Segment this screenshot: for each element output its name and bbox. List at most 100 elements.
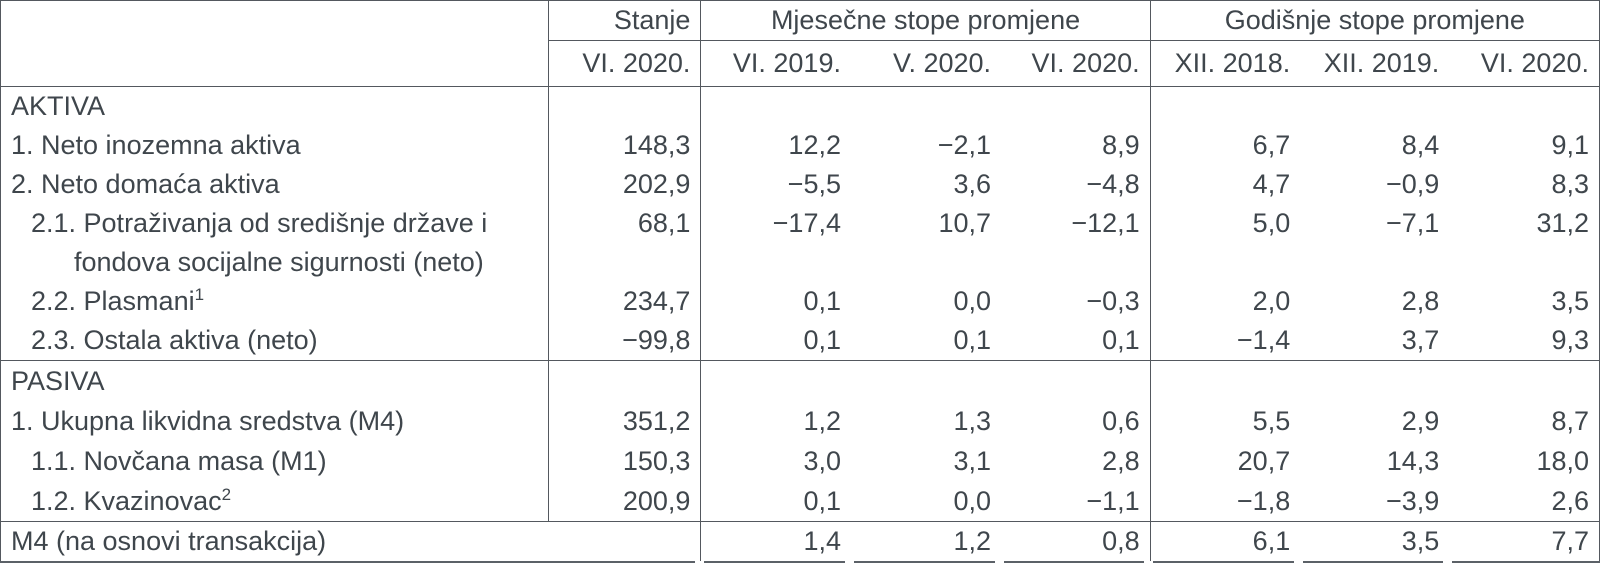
value-cell: 10,7 <box>938 208 992 238</box>
value-cell: −12,1 <box>1001 204 1151 282</box>
value-cell: 7,7 <box>1449 521 1600 561</box>
row-label: 1. Ukupna likvidna sredstva (M4) <box>0 401 550 441</box>
value-cell: 4,7 <box>1252 169 1291 199</box>
row-label: 1.2. Kvazinovac2 <box>0 481 550 522</box>
col-header-monthly-v-2020: V. 2020. <box>850 40 1002 87</box>
section-label: AKTIVA <box>0 86 550 126</box>
row-label: 2.2. Plasmani1 <box>0 282 550 321</box>
stub-header-cell <box>0 0 550 87</box>
value-cell: 0,1 <box>803 286 841 316</box>
section-label: PASIVA <box>0 360 550 401</box>
table-body: AKTIVA 1. Neto inozemna aktiva 148,3 12,… <box>0 86 1600 561</box>
value-cell: 2,9 <box>1401 406 1440 436</box>
value-cell: 1,2 <box>850 521 1002 561</box>
footnote-marker: 1 <box>194 285 205 304</box>
value-cell <box>850 360 1002 401</box>
value-cell: 1,2 <box>803 406 841 436</box>
value-cell: 8,9 <box>1001 126 1151 165</box>
value-cell: 68,1 <box>548 204 702 282</box>
border-segment <box>704 561 845 563</box>
row-label: 2.1. Potraživanja od središnje države i … <box>0 204 550 282</box>
value-cell: −4,8 <box>1001 165 1151 204</box>
border-segment <box>0 561 695 563</box>
footnote-marker: 2 <box>221 485 232 504</box>
row-ostala-aktiva: 2.3. Ostala aktiva (neto) −99,8 0,1 0,1 … <box>0 321 1600 361</box>
value-cell <box>1001 86 1151 126</box>
value-cell: 3,0 <box>803 446 841 476</box>
value-cell <box>851 87 1001 127</box>
value-cell: 5,5 <box>1252 406 1291 436</box>
value-cell: 31,2 <box>1536 208 1589 238</box>
value-cell: 148,3 <box>548 126 702 165</box>
row-m4-transakcije: M4 (na osnovi transakcija) 1,4 1,2 0,8 6… <box>0 521 1600 561</box>
value-cell <box>548 86 702 126</box>
value-cell: 18,0 <box>1536 446 1589 476</box>
col-header-annual-xii-2018: XII. 2018. <box>1150 40 1301 87</box>
row-pasiva: PASIVA <box>0 360 1600 401</box>
row-neto-inozemna-aktiva: 1. Neto inozemna aktiva 148,3 12,2 −2,1 … <box>0 126 1600 165</box>
col-group-stanje: Stanje <box>548 0 702 41</box>
value-cell: 9,1 <box>1551 130 1589 160</box>
value-cell <box>700 360 851 401</box>
value-cell: 6,7 <box>1252 130 1291 160</box>
value-cell: 0,1 <box>803 325 841 355</box>
value-cell: 0,1 <box>1001 321 1151 361</box>
value-cell <box>1150 360 1301 401</box>
value-cell <box>1449 87 1599 127</box>
value-cell: 150,3 <box>548 441 702 481</box>
row-label: M4 (na osnovi transakcija) <box>0 521 702 561</box>
row-novcana-masa-m1: 1.1. Novčana masa (M1) 150,3 3,0 3,1 2,8… <box>0 441 1600 481</box>
value-cell: −1,1 <box>1001 481 1151 522</box>
value-cell <box>1300 87 1449 127</box>
col-header-annual-xii-2019: XII. 2019. <box>1300 40 1450 87</box>
col-group-annual-rates: Godišnje stope promjene <box>1150 0 1600 41</box>
value-cell: 2,6 <box>1551 486 1589 516</box>
row-label-text: 2.2. Plasmani <box>31 286 195 316</box>
value-cell: 0,0 <box>953 486 992 516</box>
value-cell: −99,8 <box>548 321 702 361</box>
value-cell: 2,0 <box>1252 286 1291 316</box>
value-cell: 0,8 <box>1001 521 1151 561</box>
row-ukupna-likvidna-sredstva-m4: 1. Ukupna likvidna sredstva (M4) 351,2 1… <box>0 401 1600 441</box>
row-label: 1.1. Novčana masa (M1) <box>0 441 550 481</box>
value-cell: −17,4 <box>772 208 841 238</box>
value-cell: 351,2 <box>548 401 702 441</box>
row-label: 1. Neto inozemna aktiva <box>0 126 550 165</box>
value-cell: 1,4 <box>700 521 851 561</box>
value-cell <box>548 360 702 401</box>
value-cell <box>701 87 851 127</box>
value-cell: 2,8 <box>1001 441 1151 481</box>
value-cell: −1,4 <box>1236 325 1291 355</box>
value-cell: −5,5 <box>787 169 841 199</box>
value-cell: 0,1 <box>953 325 992 355</box>
header-subrow: VI. 2020. VI. 2019. V. 2020. VI. 2020. X… <box>1 40 1600 87</box>
value-cell: 3,7 <box>1401 325 1440 355</box>
row-label-text: 1.2. Kvazinovac <box>31 486 222 516</box>
row-label: 2.3. Ostala aktiva (neto) <box>0 321 550 361</box>
value-cell: 200,9 <box>548 481 702 522</box>
header-group-row: Stanje Mjesečne stope promjene Godišnje … <box>0 0 1600 87</box>
table-header: Stanje Mjesečne stope promjene Godišnje … <box>0 0 1600 87</box>
col-header-monthly-vi-2019: VI. 2019. <box>700 40 851 87</box>
row-potrazivanja-sredisnja-drzava: 2.1. Potraživanja od središnje države i … <box>0 204 1600 282</box>
col-group-monthly-rates: Mjesečne stope promjene <box>700 0 1151 41</box>
border-segment <box>1004 561 1144 563</box>
value-cell: −3,9 <box>1385 486 1440 516</box>
value-cell: 20,7 <box>1237 446 1291 476</box>
value-cell: 3,1 <box>953 446 992 476</box>
value-cell <box>1001 360 1151 401</box>
value-cell: 8,3 <box>1551 169 1589 199</box>
col-header-stanje-vi-2020: VI. 2020. <box>548 40 702 87</box>
col-header-annual-vi-2020: VI. 2020. <box>1449 40 1600 87</box>
col-header-monthly-vi-2020: VI. 2020. <box>1001 40 1151 87</box>
value-cell: −0,3 <box>1001 282 1151 321</box>
value-cell: −0,9 <box>1385 169 1440 199</box>
border-segment <box>1303 561 1443 563</box>
value-cell: 12,2 <box>788 130 841 160</box>
value-cell: 5,0 <box>1252 208 1291 238</box>
value-cell <box>1150 87 1300 127</box>
border-segment <box>1452 561 1600 563</box>
value-cell <box>1449 360 1600 401</box>
value-cell: 9,3 <box>1551 325 1589 355</box>
